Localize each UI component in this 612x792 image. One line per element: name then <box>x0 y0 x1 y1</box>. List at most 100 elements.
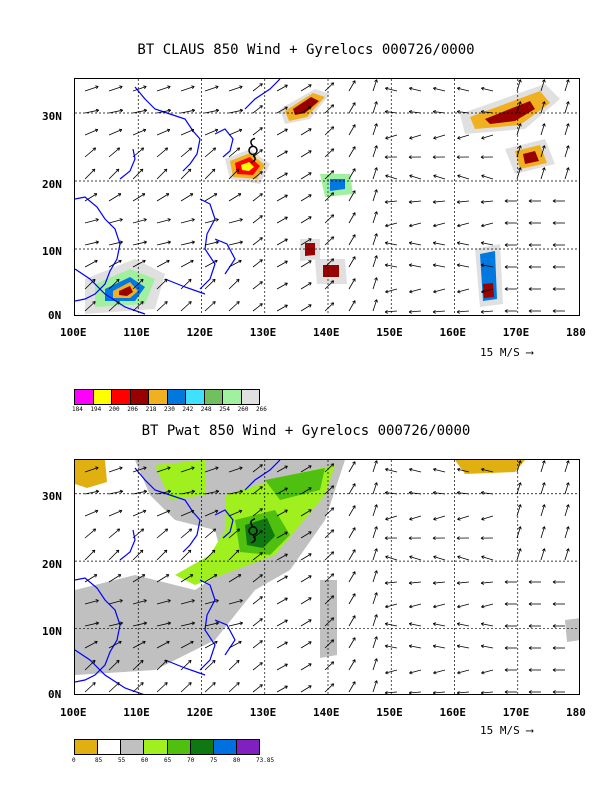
wind-arrow <box>108 259 122 268</box>
wind-arrow <box>252 574 263 583</box>
wind-arrow <box>300 172 312 180</box>
wind-arrow <box>180 659 192 671</box>
panel1-lat-10n: 10N <box>42 245 62 258</box>
wind-arrow <box>409 467 422 473</box>
wind-arrow <box>409 603 422 609</box>
wind-arrow <box>228 574 242 583</box>
wind-arrow <box>372 614 378 627</box>
colorbar-swatch-3 <box>130 390 149 404</box>
contour-fill <box>323 265 339 277</box>
wind-arrow <box>276 641 288 649</box>
wind-arrow <box>204 509 219 517</box>
wind-arrow <box>132 278 144 290</box>
wind-arrow <box>204 682 216 693</box>
wind-arrow <box>228 85 243 92</box>
wind-arrow <box>433 288 446 294</box>
wind-arrow <box>348 124 356 136</box>
wind-arrow <box>372 548 378 561</box>
wind-arrow <box>552 602 565 606</box>
wind-arrow <box>480 622 494 627</box>
colorbar-label-4: 65 <box>164 757 172 764</box>
wind-arrow <box>228 682 240 693</box>
wind-arrow <box>516 101 522 114</box>
wind-arrow <box>108 301 120 312</box>
storm-symbol <box>248 137 258 164</box>
lon-tick-3: 130E <box>249 706 277 719</box>
lon-tick-4: 140E <box>313 706 340 719</box>
wind-arrow <box>204 108 219 114</box>
wind-arrow <box>385 222 398 228</box>
wind-arrow <box>457 134 470 140</box>
wind-arrow <box>480 241 494 246</box>
contour-fill <box>330 179 345 191</box>
wind-arrow <box>324 258 335 268</box>
wind-arrow <box>481 134 494 140</box>
wind-arrow <box>156 682 168 693</box>
wind-arrow <box>204 659 216 671</box>
wind-arrow <box>324 82 335 92</box>
wind-arrow <box>276 150 288 158</box>
wind-arrow <box>409 288 422 294</box>
wind-arrow <box>108 278 120 290</box>
wind-arrow <box>552 199 565 203</box>
wind-arrow <box>204 168 216 180</box>
wind-arrow <box>180 489 195 495</box>
wind-arrow <box>180 640 194 649</box>
wind-arrow <box>481 174 494 180</box>
wind-arrow <box>84 301 96 312</box>
wind-arrow <box>409 86 422 92</box>
wind-arrow <box>385 86 398 92</box>
wind-arrow <box>433 603 446 609</box>
wind-arrow <box>108 509 123 517</box>
colorbar-swatch-6 <box>213 740 237 754</box>
wind-arrow <box>204 466 219 473</box>
colorbar-label-7: 248 <box>200 406 212 413</box>
wind-arrow <box>252 259 263 268</box>
wind-arrow <box>276 106 288 114</box>
wind-arrow <box>132 659 144 671</box>
wind-arrow <box>456 309 470 314</box>
wind-arrow <box>108 621 123 627</box>
lon-tick-0: 100E <box>60 706 87 719</box>
wind-arrow <box>300 106 312 114</box>
wind-arrow <box>84 147 97 158</box>
wind-arrow <box>504 690 517 694</box>
wind-arrow <box>348 190 356 202</box>
wind-arrow <box>432 155 446 160</box>
wind-arrow <box>180 278 192 290</box>
wind-arrow <box>252 281 263 290</box>
wind-arrow <box>372 277 378 290</box>
wind-arrow <box>300 260 312 268</box>
wind-arrow <box>516 548 522 561</box>
wind-arrow <box>300 487 312 495</box>
colorbar-swatch-6 <box>186 390 205 404</box>
wind-arrow <box>204 128 219 136</box>
wind-arrow <box>324 104 335 114</box>
colorbar-swatch-8 <box>223 390 242 404</box>
wind-arrow <box>384 263 398 268</box>
wind-arrow <box>276 487 288 495</box>
wind-arrow <box>385 134 398 140</box>
wind-arrow <box>84 168 96 180</box>
wind-arrow <box>457 288 470 294</box>
wind-arrow <box>516 526 522 539</box>
wind-arrow <box>252 552 263 561</box>
wind-arrow <box>300 531 312 539</box>
wind-arrow <box>132 574 146 583</box>
wind-arrow <box>348 637 356 649</box>
wind-arrow <box>540 482 546 495</box>
wind-arrow <box>552 624 565 628</box>
coastline <box>199 579 216 671</box>
wind-arrow <box>564 548 570 561</box>
wind-arrow <box>480 155 494 160</box>
wind-arrow <box>348 593 356 605</box>
wind-arrow <box>481 515 494 521</box>
wind-arrow <box>372 211 378 224</box>
colorbar-label-3: 60 <box>141 757 149 764</box>
wind-arrow <box>348 681 356 693</box>
wind-arrow <box>276 685 288 693</box>
colorbar-label-2: 55 <box>118 757 126 764</box>
wind-arrow <box>84 621 99 627</box>
colorbar-swatch-9 <box>241 390 259 404</box>
contour-fill <box>455 460 525 474</box>
